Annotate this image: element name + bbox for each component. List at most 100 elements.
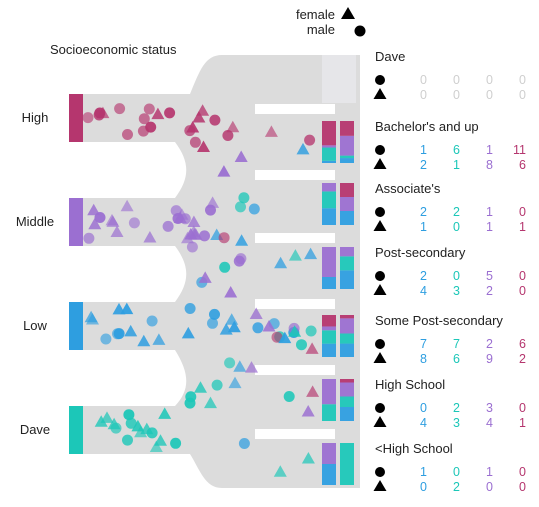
particle-male	[100, 333, 112, 345]
row-marker-female	[373, 352, 387, 363]
count-male: 3	[486, 401, 493, 415]
channel-gap	[255, 299, 335, 309]
row-marker-male	[375, 403, 385, 413]
particle-male	[123, 409, 135, 421]
particle-male	[238, 192, 250, 204]
particle-female	[84, 310, 98, 323]
outcome-bar-segment	[340, 315, 354, 319]
row-marker-male	[375, 467, 385, 477]
outcome-empty-slot	[322, 55, 356, 103]
count-male: 5	[486, 269, 493, 283]
particle-male	[125, 417, 137, 429]
particle-female	[149, 440, 163, 452]
outcome-bar-segment	[322, 326, 336, 331]
row-marker-female	[373, 88, 387, 99]
count-male: 0	[420, 73, 427, 87]
particle-female	[278, 331, 292, 344]
outcome-bar-segment	[322, 330, 336, 344]
particle-female	[262, 320, 276, 332]
source-bar-dave	[69, 406, 83, 454]
particle-male	[238, 438, 250, 449]
particle-male	[248, 203, 260, 215]
particle-male	[209, 114, 221, 126]
row-marker-male	[375, 145, 385, 155]
particle-male	[305, 325, 317, 337]
particle-female	[245, 361, 258, 373]
particle-male	[296, 339, 307, 351]
count-male: 2	[486, 337, 493, 351]
count-female: 0	[486, 480, 493, 494]
legend-marker-male	[354, 25, 366, 37]
particle-male	[224, 357, 236, 369]
count-female: 1	[420, 220, 427, 234]
count-female: 2	[420, 158, 427, 172]
particle-female	[112, 302, 126, 315]
outcome-bar-segment	[340, 407, 354, 421]
outcome-bar-segment	[340, 211, 354, 225]
particle-female	[152, 333, 166, 345]
particle-female	[288, 325, 302, 337]
particle-female	[225, 313, 239, 325]
count-male: 6	[519, 337, 526, 351]
particle-female	[100, 411, 114, 423]
particle-male	[211, 379, 223, 391]
outcome-bar-segment	[322, 343, 336, 357]
particle-male	[83, 232, 95, 244]
particle-male	[271, 331, 283, 343]
outcome-label-bachelor-s-and-up: Bachelor's and up	[375, 119, 479, 134]
count-female: 6	[453, 352, 460, 366]
count-male: 0	[519, 269, 526, 283]
source-bar-middle	[69, 198, 83, 246]
row-marker-male	[375, 271, 385, 281]
outcome-bar-segment	[322, 464, 336, 485]
source-label-dave: Dave	[20, 422, 50, 437]
particle-female	[234, 150, 248, 162]
count-female: 2	[519, 352, 526, 366]
count-male: 1	[486, 143, 493, 157]
particle-male	[170, 437, 182, 449]
count-female: 4	[420, 416, 427, 430]
particle-female	[306, 385, 320, 397]
particle-female	[235, 234, 249, 246]
outcome-bar-segment	[322, 379, 336, 405]
row-marker-female	[373, 416, 387, 427]
count-male: 2	[453, 205, 460, 219]
count-female: 4	[420, 284, 427, 298]
count-male: 7	[453, 337, 460, 351]
count-female: 0	[519, 480, 526, 494]
particle-female	[226, 120, 240, 133]
row-marker-female	[373, 284, 387, 295]
particle-male	[94, 107, 106, 119]
particle-male	[122, 434, 133, 446]
source-label-high: High	[22, 110, 49, 125]
particle-female	[197, 140, 210, 152]
particle-male	[146, 315, 158, 327]
count-female: 0	[519, 88, 526, 102]
particle-male	[138, 113, 150, 125]
outcome-label-post-secondary: Post-secondary	[375, 245, 466, 260]
particle-female	[296, 142, 310, 155]
count-female: 1	[453, 158, 460, 172]
count-female: 8	[486, 158, 493, 172]
particle-female	[217, 165, 231, 177]
count-male: 2	[420, 205, 427, 219]
particle-female	[107, 417, 121, 430]
particle-male	[145, 121, 157, 133]
particle-female	[233, 360, 247, 372]
channel-gap	[255, 429, 335, 439]
outcome-bar-segment	[340, 343, 354, 357]
particle-female	[192, 111, 206, 123]
count-female: 0	[420, 88, 427, 102]
outcome-bar-segment	[322, 147, 336, 161]
outcome-bar-segment	[340, 183, 354, 197]
outcome-bar-segment	[322, 277, 336, 289]
row-marker-male	[375, 75, 385, 85]
outcome-bar-segment	[340, 155, 354, 159]
count-male: 1	[420, 143, 427, 157]
outcome-label-dave: Dave	[375, 49, 405, 64]
outcome-bar-segment	[322, 247, 336, 277]
particle-male	[283, 391, 295, 402]
particle-male	[219, 261, 231, 273]
particle-female	[219, 323, 233, 335]
